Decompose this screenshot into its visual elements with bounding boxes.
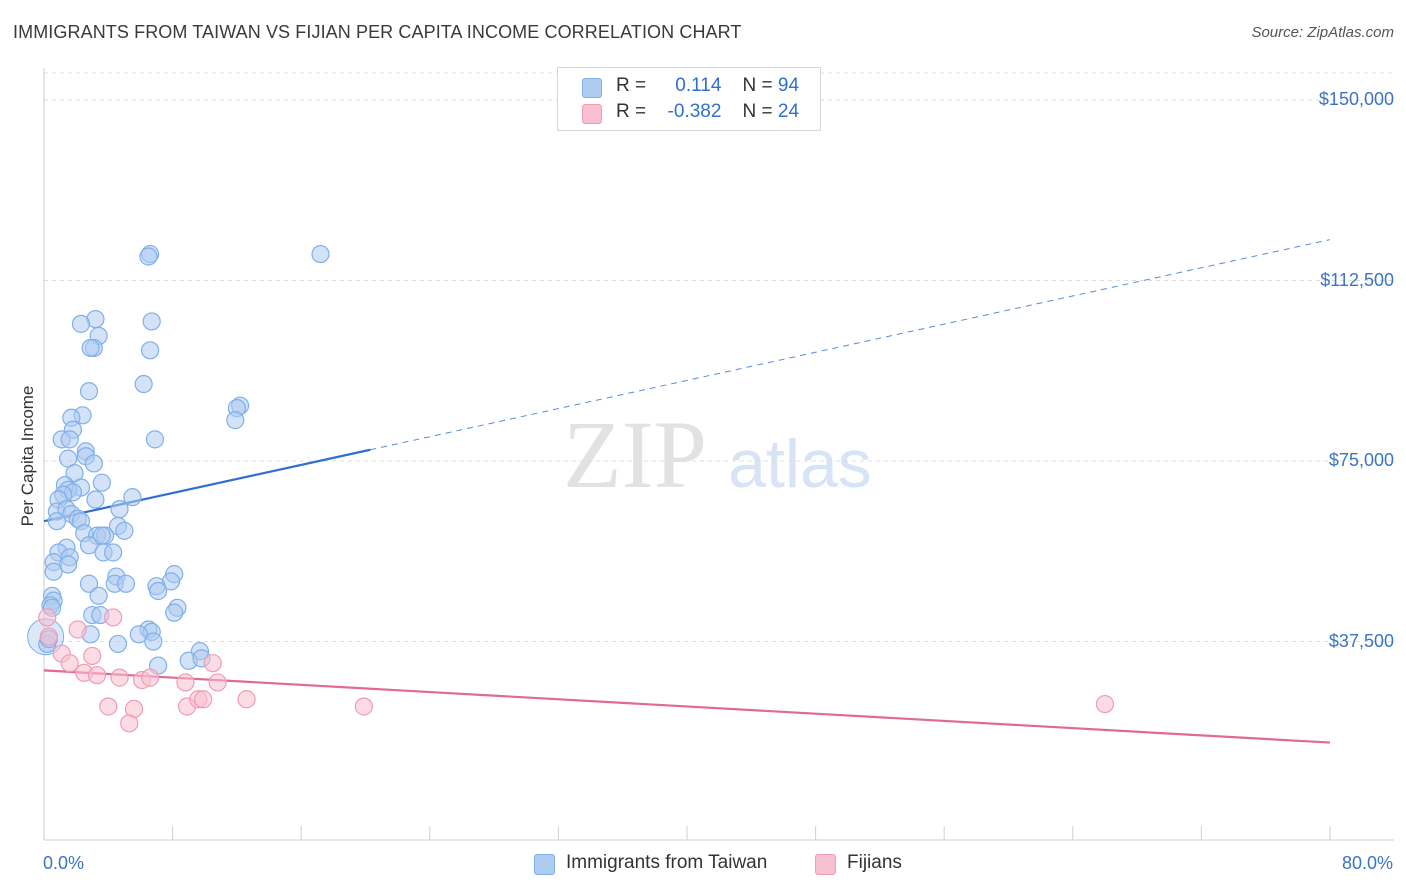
data-point-taiwan: [116, 574, 136, 593]
data-point-taiwan: [142, 312, 161, 331]
data-point-fijians: [99, 697, 118, 716]
data-point-fijians: [87, 666, 107, 685]
trend-line-taiwan: [43, 448, 371, 523]
data-point-taiwan: [60, 430, 79, 449]
data-point-taiwan: [89, 586, 108, 605]
data-point-taiwan: [110, 500, 129, 519]
data-point-fijians: [237, 690, 256, 709]
data-point-taiwan: [44, 562, 63, 581]
data-point-taiwan: [165, 603, 184, 622]
data-point-taiwan: [144, 632, 163, 651]
legend-label-taiwan: Immigrants from Taiwan: [566, 852, 768, 873]
data-point-fijians: [140, 668, 160, 687]
stats-n-value: 24: [777, 101, 800, 122]
stats-r-label: R =: [616, 75, 647, 96]
legend-label-fijians: Fijians: [847, 852, 902, 873]
data-point-taiwan: [311, 244, 330, 264]
data-point-fijians: [68, 620, 87, 639]
y-tick-label: $150,000: [1318, 89, 1394, 110]
data-point-taiwan: [59, 555, 78, 574]
trend-line-fijians: [43, 669, 1331, 744]
data-point-taiwan: [47, 512, 66, 531]
bottom-legend: Immigrants from Taiwan Fijians: [0, 852, 1406, 878]
data-point-taiwan: [129, 625, 148, 644]
data-point-fijians: [354, 697, 373, 716]
stats-legend: R = 0.114 N = 94 R = -0.382 N = 24: [557, 67, 821, 131]
watermark-atlas: atlas: [728, 426, 872, 502]
stats-swatch-fijians: [582, 104, 602, 124]
stats-swatch-taiwan: [582, 78, 602, 98]
stats-n-label: N =: [742, 75, 773, 96]
data-point-taiwan: [92, 473, 111, 492]
data-point-taiwan: [79, 574, 99, 593]
y-tick-label: $37,500: [1328, 630, 1394, 651]
y-axis-label: Per Capita Income: [18, 385, 37, 527]
data-point-taiwan: [79, 382, 99, 401]
chart-source: Source: ZipAtlas.com: [1251, 24, 1394, 41]
data-point-taiwan: [104, 543, 123, 562]
data-point-fijians: [38, 608, 57, 627]
data-point-fijians: [110, 668, 129, 687]
x-tick-label-left: 0.0%: [43, 853, 85, 873]
grid-layer: [44, 72, 1394, 643]
watermark-zip: ZIP: [563, 401, 707, 508]
data-point-fijians: [60, 654, 79, 673]
data-point-taiwan: [149, 581, 168, 601]
data-point-taiwan: [139, 247, 158, 266]
x-tick-label-right: 80.0%: [1341, 853, 1393, 873]
data-point-fijians: [120, 714, 139, 733]
data-point-taiwan: [79, 536, 99, 555]
data-point-fijians: [104, 608, 123, 627]
stats-r-value: 0.114: [675, 75, 722, 96]
data-point-taiwan: [140, 341, 160, 360]
trend-layer: [43, 239, 1331, 744]
data-point-taiwan: [86, 490, 105, 509]
stats-n-label: N =: [742, 101, 773, 122]
legend-swatch-taiwan: [534, 854, 555, 875]
y-tick-label: $112,500: [1320, 269, 1394, 290]
data-point-taiwan: [134, 374, 153, 394]
data-point-fijians: [203, 654, 222, 673]
data-point-fijians: [83, 646, 102, 666]
y-tick-label: $75,000: [1328, 450, 1394, 471]
watermark: ZIP atlas: [563, 401, 872, 508]
data-point-taiwan: [108, 634, 128, 654]
axis-layer: [43, 68, 1394, 841]
data-point-taiwan: [226, 411, 245, 430]
stats-n-value: 94: [777, 75, 800, 96]
legend-swatch-fijians: [815, 854, 836, 875]
stats-r-value: -0.382: [667, 101, 722, 122]
stats-r-label: R =: [616, 101, 647, 122]
data-point-taiwan: [123, 488, 142, 507]
trend-line-taiwan-extrapolated: [370, 239, 1331, 451]
data-point-taiwan: [115, 521, 134, 540]
data-point-fijians: [1095, 694, 1115, 714]
data-point-fijians: [194, 690, 213, 709]
data-point-taiwan: [71, 314, 91, 333]
data-point-taiwan: [145, 430, 165, 449]
point-layer: [27, 244, 1115, 733]
data-point-fijians: [176, 673, 195, 692]
chart-title: IMMIGRANTS FROM TAIWAN VS FIJIAN PER CAP…: [13, 22, 742, 42]
data-point-fijians: [39, 627, 58, 646]
data-point-taiwan: [81, 338, 100, 358]
data-point-taiwan: [84, 454, 103, 473]
data-point-fijians: [208, 673, 227, 692]
